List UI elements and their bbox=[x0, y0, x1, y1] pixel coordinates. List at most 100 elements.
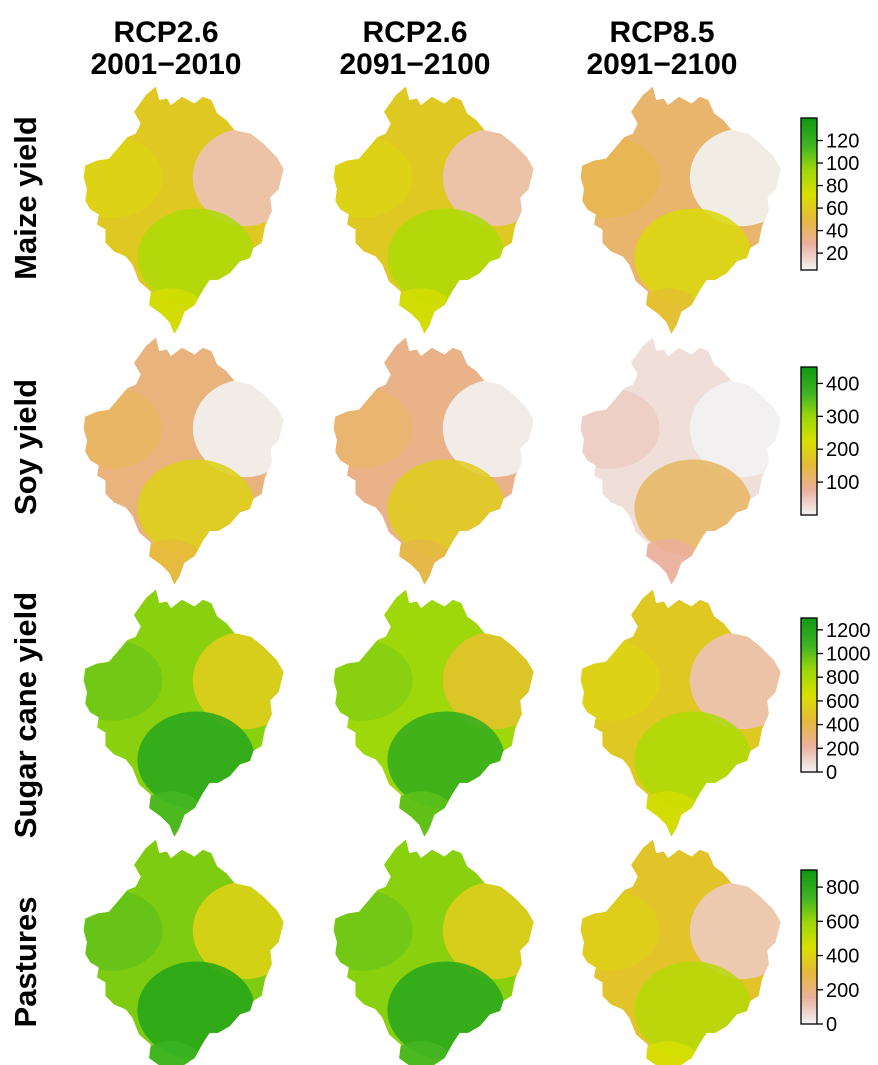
colorbar-step bbox=[801, 618, 817, 622]
colorbar-tick-label: 0 bbox=[826, 1014, 837, 1036]
map-region-south bbox=[634, 791, 702, 837]
colorbar-step bbox=[801, 736, 817, 740]
colorbar-step bbox=[801, 219, 817, 223]
colorbar-step bbox=[801, 916, 817, 920]
colorbar-step bbox=[801, 505, 817, 509]
colorbar-step bbox=[801, 391, 817, 395]
colorbar-step bbox=[801, 249, 817, 253]
column-title-scenario: RCP8.5 bbox=[609, 16, 714, 49]
colorbar-step bbox=[801, 741, 817, 745]
colorbar-step bbox=[801, 705, 817, 709]
colorbar-step bbox=[801, 226, 817, 231]
colorbar-step bbox=[801, 947, 817, 951]
colorbar-step bbox=[801, 386, 817, 390]
colorbar-step bbox=[801, 153, 817, 157]
colorbar-step bbox=[801, 638, 817, 642]
colorbar-step bbox=[801, 936, 817, 940]
colorbar-step bbox=[801, 376, 817, 380]
colorbar-step bbox=[801, 133, 817, 137]
colorbar-tick-label: 40 bbox=[826, 221, 848, 243]
colorbar-tick-label: 400 bbox=[826, 373, 859, 395]
map-region-northwest bbox=[580, 890, 660, 971]
colorbar-step bbox=[801, 463, 817, 467]
colorbar-step bbox=[801, 406, 817, 410]
colorbar-tick-label: 800 bbox=[826, 877, 859, 899]
colorbar-step bbox=[801, 418, 817, 422]
colorbar-step bbox=[801, 401, 817, 405]
colorbar-step bbox=[801, 1013, 817, 1017]
colorbar-step bbox=[801, 870, 817, 874]
colorbar-step bbox=[801, 176, 817, 180]
map-region-south bbox=[634, 1041, 702, 1065]
map-region-south bbox=[137, 288, 205, 334]
colorbar-step bbox=[801, 656, 817, 660]
colorbar-step bbox=[801, 1018, 817, 1023]
colorbar-step bbox=[801, 490, 817, 494]
colorbar-step bbox=[801, 411, 817, 415]
colorbar-step bbox=[801, 882, 817, 886]
colorbar-step bbox=[801, 163, 817, 167]
colorbar-step bbox=[801, 118, 817, 122]
colorbar-step bbox=[801, 123, 817, 127]
colorbar-step bbox=[801, 913, 817, 917]
colorbar-step bbox=[801, 369, 817, 373]
colorbar-tick-label: 100 bbox=[826, 472, 859, 494]
colorbar-step bbox=[801, 1006, 817, 1010]
row-label: Sugar cane yield bbox=[8, 592, 43, 838]
colorbar-step bbox=[801, 507, 817, 511]
colorbar-tick-label: 60 bbox=[826, 198, 848, 220]
colorbar-step bbox=[801, 257, 817, 261]
colorbar-step bbox=[801, 628, 817, 632]
colorbar-step bbox=[801, 964, 817, 969]
colorbar-step bbox=[801, 934, 817, 938]
colorbar-step bbox=[801, 926, 817, 930]
map-region-southeast bbox=[387, 961, 505, 1059]
colorbar-step bbox=[801, 1003, 817, 1007]
colorbar-tick-label: 80 bbox=[826, 176, 848, 198]
colorbar-step bbox=[801, 669, 817, 673]
colorbar-step bbox=[801, 158, 817, 162]
colorbar-step bbox=[801, 423, 817, 427]
colorbar-step bbox=[801, 923, 817, 928]
row-label: Maize yield bbox=[8, 116, 43, 280]
colorbar-step bbox=[801, 988, 817, 992]
colorbar-step bbox=[801, 237, 817, 241]
colorbar-tick-label: 1200 bbox=[826, 620, 871, 642]
map-region-southeast bbox=[387, 459, 505, 557]
map-region-northwest bbox=[83, 137, 163, 218]
map-panel bbox=[83, 589, 284, 837]
colorbar-step bbox=[801, 702, 817, 706]
colorbar-step bbox=[801, 723, 817, 727]
colorbar-step bbox=[801, 262, 817, 266]
map-region-northwest bbox=[83, 640, 163, 721]
colorbar-step bbox=[801, 399, 817, 403]
colorbar-step bbox=[801, 975, 817, 979]
column-title-scenario: RCP2.6 bbox=[362, 16, 467, 49]
colorbar-step bbox=[801, 199, 817, 203]
colorbar-step bbox=[801, 381, 817, 385]
colorbar-step bbox=[801, 221, 817, 225]
colorbar-step bbox=[801, 875, 817, 879]
colorbar-step bbox=[801, 756, 817, 760]
colorbar-step bbox=[801, 173, 817, 177]
map-region-southeast bbox=[137, 208, 256, 306]
colorbar-step bbox=[801, 204, 817, 208]
colorbar-step bbox=[801, 247, 817, 251]
colorbar-step bbox=[801, 957, 817, 961]
colorbar-step bbox=[801, 512, 817, 516]
colorbar-step bbox=[801, 130, 817, 134]
colorbar-tick-label: 200 bbox=[826, 980, 859, 1002]
colorbar-step bbox=[801, 416, 817, 420]
colorbar-step bbox=[801, 161, 817, 165]
colorbar-step bbox=[801, 715, 817, 719]
colorbar-step bbox=[801, 421, 817, 425]
column-title-period: 2091−2100 bbox=[340, 48, 491, 81]
colorbar-step bbox=[801, 962, 817, 966]
colorbar-step bbox=[801, 438, 817, 442]
colorbar-step bbox=[801, 1016, 817, 1020]
colorbar-step bbox=[801, 166, 817, 170]
colorbar-step bbox=[801, 216, 817, 220]
colorbar-step bbox=[801, 252, 817, 256]
colorbar-step bbox=[801, 959, 817, 963]
colorbar-step bbox=[801, 661, 817, 665]
